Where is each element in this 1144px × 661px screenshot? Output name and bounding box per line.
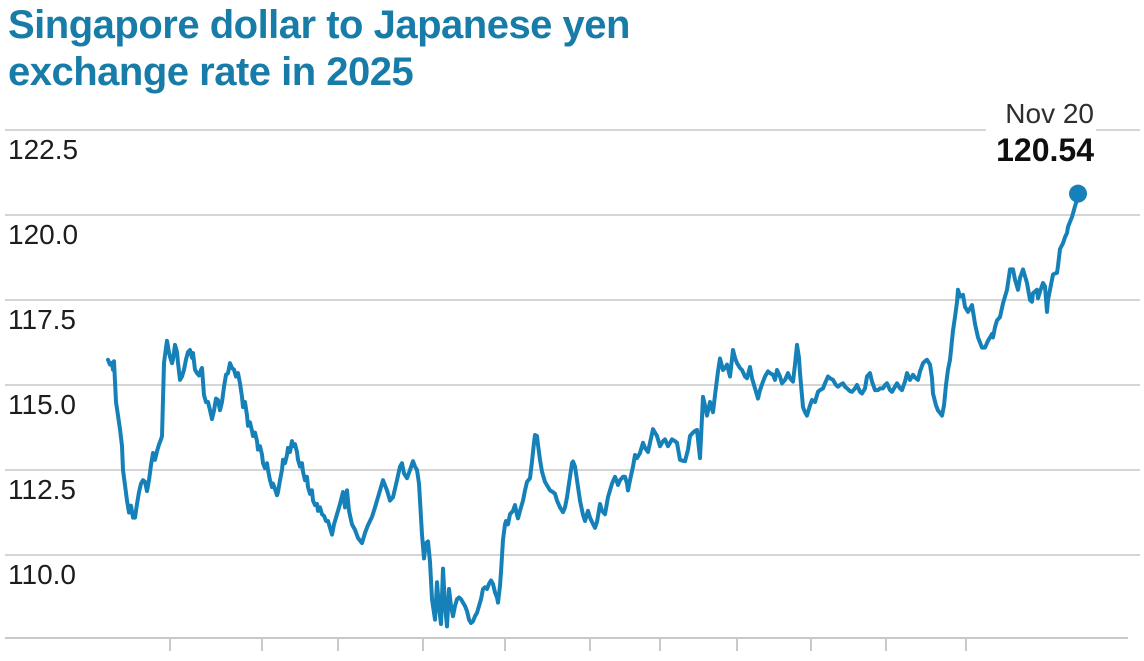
- y-axis-label: 120.0: [8, 219, 79, 250]
- y-axis-label: 115.0: [8, 389, 76, 420]
- y-axis-label: 110.0: [8, 559, 76, 590]
- page-title-line1: Singapore dollar to Japanese yen: [8, 3, 630, 47]
- page-title: Singapore dollar to Japanese yen exchang…: [8, 2, 988, 96]
- sgd-jpy-line: [106, 194, 1080, 629]
- page-title-line2: exchange rate in 2025: [8, 49, 414, 94]
- last-point-annotation: Nov 20 120.54: [986, 94, 1096, 172]
- annotation-date: Nov 20: [1005, 98, 1094, 129]
- last-point-dot: [1069, 184, 1087, 203]
- y-axis-label: 117.5: [8, 304, 76, 335]
- annotation-value: 120.54: [996, 132, 1094, 169]
- y-axis-label: 122.5: [8, 134, 79, 165]
- y-axis-label: 112.5: [8, 474, 76, 505]
